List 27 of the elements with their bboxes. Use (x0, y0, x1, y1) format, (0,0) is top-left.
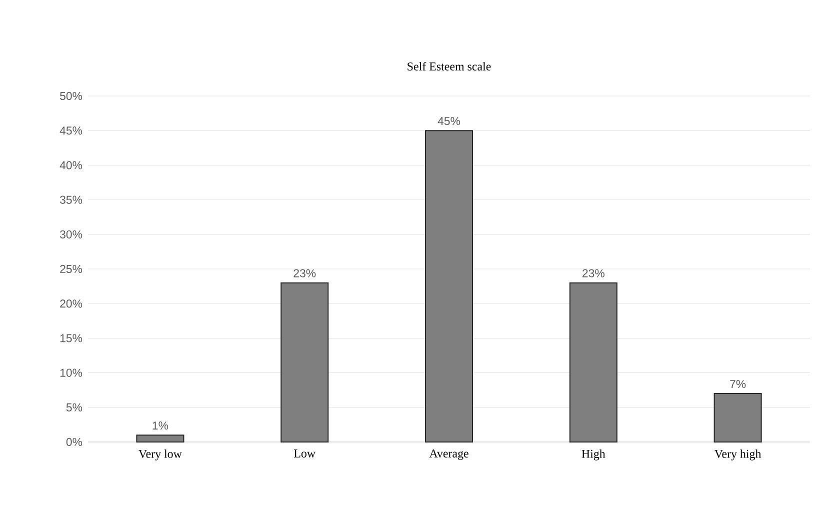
y-tick-label: 45% (60, 126, 82, 135)
y-tick-label: 50% (60, 92, 82, 100)
chart-title: Self Esteem scale (408, 62, 491, 70)
x-tick-label: High (582, 450, 606, 460)
y-tick-label: 30% (60, 230, 82, 238)
y-tick-label: 10% (60, 368, 82, 377)
y-tick-label: 0% (66, 438, 82, 446)
bar (425, 130, 474, 442)
y-tick-label: 5% (66, 403, 82, 412)
y-tick-label: 25% (60, 264, 82, 274)
bar (136, 434, 184, 442)
data-label: 45% (438, 117, 460, 126)
y-tick-label: 35% (60, 196, 82, 204)
data-label: 23% (582, 269, 604, 278)
x-tick-label: Very low (138, 450, 182, 460)
x-tick-label: Average (429, 450, 468, 460)
y-tick-label: 20% (60, 300, 82, 308)
bar (714, 393, 762, 442)
y-tick-label: 15% (60, 334, 82, 342)
data-label: 23% (294, 269, 316, 278)
bar (569, 282, 618, 442)
data-label: 1% (152, 422, 168, 430)
data-label: 7% (730, 380, 746, 388)
x-tick-label: Very high (714, 450, 762, 460)
y-tick-label: 40% (60, 161, 82, 170)
bar (280, 282, 329, 442)
x-tick-label: Low (294, 450, 316, 458)
